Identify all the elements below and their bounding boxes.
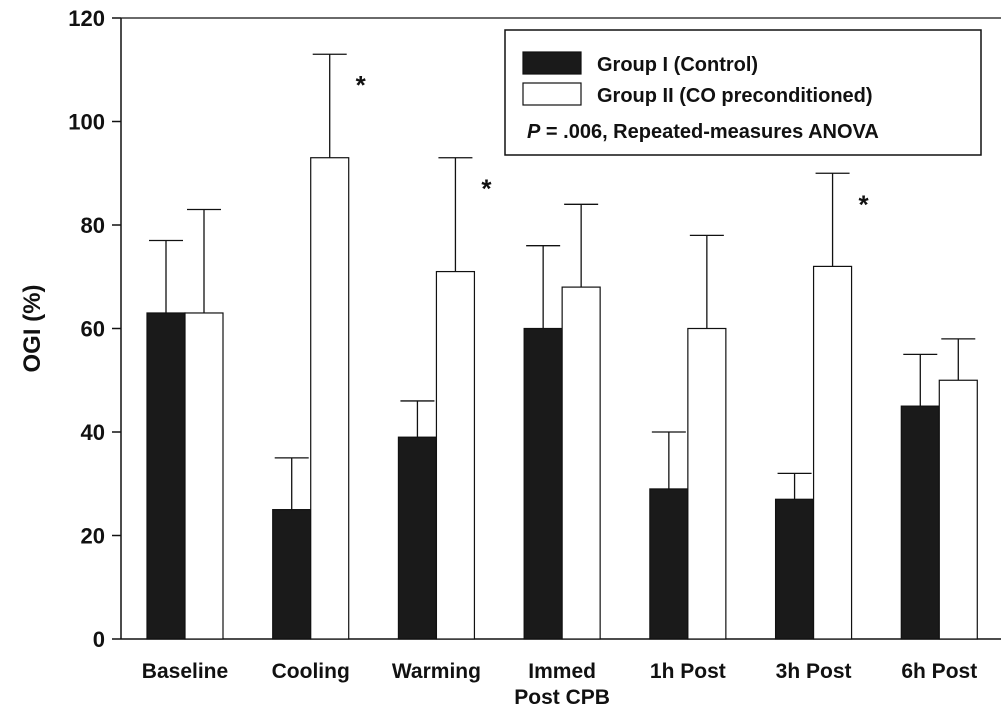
x-tick-label: Warming [392, 660, 481, 683]
legend-label: Group II (CO preconditioned) [597, 85, 873, 107]
bar-group1 [774, 498, 815, 640]
y-tick-label: 120 [68, 6, 105, 31]
x-tick-label: 3h Post [776, 660, 852, 683]
bar-group2 [184, 312, 224, 640]
legend-label: Group I (Control) [597, 54, 758, 76]
x-tick-label: Cooling [272, 660, 350, 683]
legend-box [504, 29, 982, 156]
labels: 0 20 40 60 80 100 120 OGI (%) Baseline Cooling War… [19, 6, 977, 709]
x-tick-label: Immed [528, 660, 596, 683]
y-tick-label: 0 [93, 627, 105, 652]
x-tick-label: Baseline [142, 660, 228, 683]
significance-star: * [481, 174, 492, 204]
bar-group1 [397, 436, 438, 640]
legend: Group I (Control) Group II (CO preconditi… [504, 29, 982, 156]
x-tick-label: 1h Post [650, 660, 726, 683]
y-tick-label: 80 [81, 213, 105, 238]
bar-group2 [435, 270, 476, 640]
y-axis-label: OGI (%) [19, 285, 46, 373]
bar-group1 [900, 405, 940, 640]
bar-group1 [649, 488, 689, 640]
y-tick-label: 40 [81, 420, 105, 445]
legend-swatch-group2 [522, 82, 582, 106]
bar-group1 [523, 327, 563, 640]
bar-group2 [938, 379, 978, 640]
y-tick-label: 100 [68, 110, 105, 135]
legend-swatch-group1 [522, 51, 582, 75]
error-bars [149, 53, 976, 510]
y-tick-label: 60 [81, 317, 105, 342]
y-tick-label: 20 [81, 524, 105, 549]
bar-group2 [812, 265, 853, 640]
anova-annotation: P = .006, Repeated-measures ANOVA [527, 121, 879, 143]
bars [146, 157, 978, 640]
significance-star: * [859, 189, 870, 219]
bar-group1 [272, 509, 312, 640]
bar-group2 [687, 327, 727, 640]
x-tick-label: Post CPB [514, 686, 610, 709]
x-tick-label: 6h Post [901, 660, 977, 683]
bar-group1 [146, 312, 186, 640]
bar-group2 [310, 157, 350, 640]
bar-group2 [561, 286, 601, 640]
significance-star: * [356, 70, 367, 100]
